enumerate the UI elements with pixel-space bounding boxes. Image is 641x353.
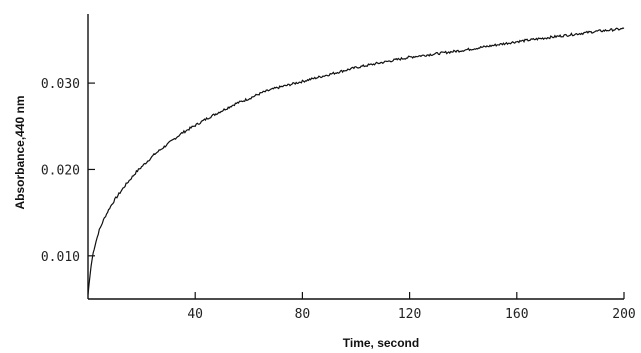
x-tick-label-4: 200 [612,307,635,322]
y-tick-label-2: 0.030 [41,77,80,92]
x-axis-title: Time, second [343,336,419,350]
absorbance-series-line [87,27,625,295]
x-tick-label-3: 160 [505,307,528,322]
y-axis-title: Absorbance,440 nm [13,95,27,209]
x-tick-label-0: 40 [187,307,203,322]
x-tick-label-1: 80 [295,307,311,322]
x-tick-label-2: 120 [398,307,421,322]
axes [87,14,624,300]
y-tick-label-0: 0.010 [41,250,80,265]
y-tick-label-1: 0.020 [41,163,80,178]
x-ticks: 40 80 120 160 200 [187,292,636,322]
y-ticks: 0.010 0.020 0.030 [41,77,95,265]
